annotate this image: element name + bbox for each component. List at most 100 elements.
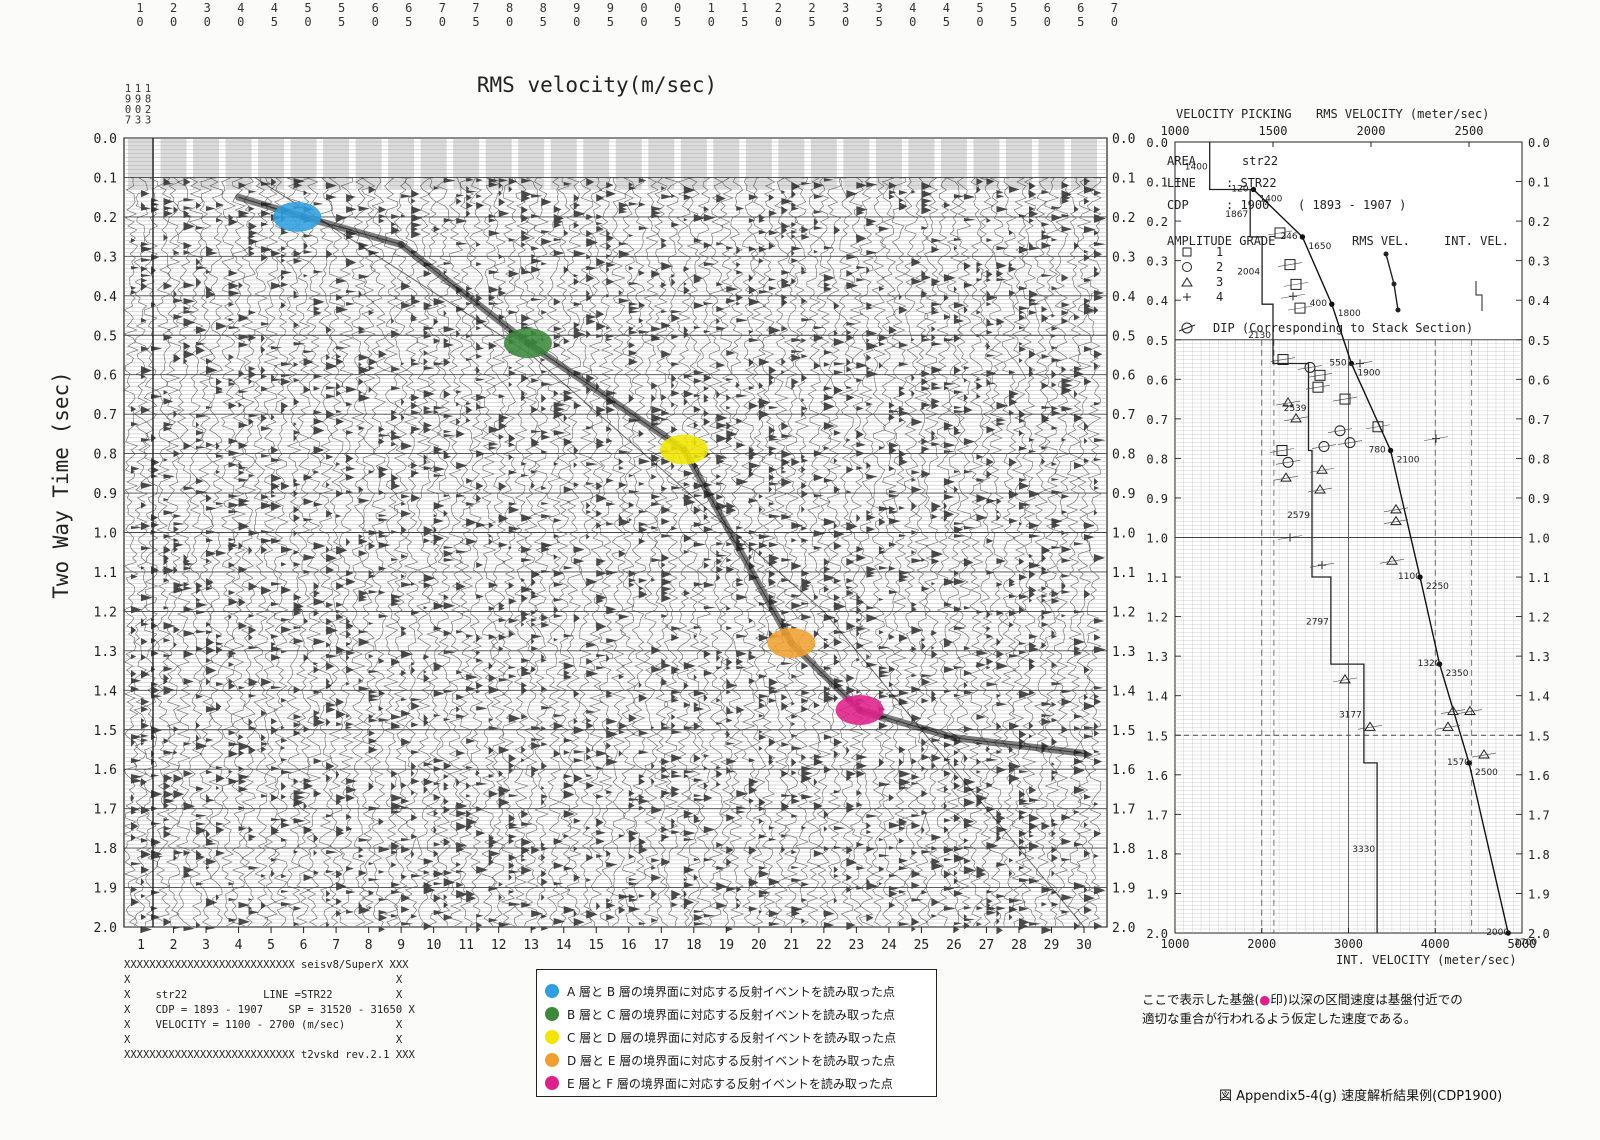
left-time-tick-label: 0.7	[94, 408, 117, 423]
left-time-tick-label: 1.6	[94, 763, 117, 778]
rms-point-label: 2500	[1475, 768, 1498, 778]
left-right-time-tick-label: 0.0	[1112, 132, 1135, 147]
left-right-time-tick-label: 1.8	[1112, 842, 1135, 857]
pick-dip-line	[1435, 725, 1461, 730]
side-velocity-tick-digit: 0	[125, 104, 131, 116]
trace-wiggle	[881, 177, 897, 927]
picking-time-label-right: 0.9	[1528, 492, 1550, 506]
top-velocity-tick-digit: 5	[1010, 1, 1017, 15]
left-time-tick-label: 1.8	[94, 842, 117, 857]
pick-dip-line	[1273, 475, 1299, 481]
top-velocity-tick-digit: 3	[876, 1, 883, 15]
trace-fill	[573, 194, 586, 927]
rms-point-label: 1800	[1338, 309, 1361, 319]
trace-wiggle	[946, 177, 962, 927]
left-right-time-tick-label: 0.4	[1112, 290, 1136, 305]
trace-wiggle	[556, 177, 572, 927]
trace-number-label: 9	[397, 938, 405, 953]
left-time-tick-label: 1.5	[94, 724, 117, 739]
top-velocity-tick-digit: 5	[808, 15, 815, 29]
trace-fill	[661, 186, 674, 867]
time-ms-label: 1570	[1447, 758, 1470, 768]
top-velocity-tick-digit: 0	[640, 15, 647, 29]
rms-vel-sample-point	[1395, 307, 1401, 313]
trace-number-label: 1	[137, 938, 145, 953]
picking-time-label-right: 0.0	[1528, 136, 1550, 150]
rms-axis-label: RMS VELOCITY (meter/sec)	[1316, 107, 1489, 121]
left-right-time-tick-label: 0.7	[1112, 408, 1135, 423]
trace-header-band	[843, 139, 870, 189]
top-velocity-tick-digit: 7	[1111, 1, 1118, 15]
trace-wiggle	[490, 177, 507, 927]
interval-velocity-label: 2130	[1248, 331, 1271, 341]
interval-velocity-step	[1209, 142, 1378, 933]
trace-fill	[651, 206, 664, 923]
top-velocity-tick-digit: 2	[775, 1, 782, 15]
pick-dip-line	[1440, 709, 1466, 714]
trace-wiggle	[230, 177, 247, 927]
pick-triangle-icon	[1386, 555, 1398, 565]
left-right-time-tick-label: 1.3	[1112, 645, 1135, 660]
side-velocity-tick-digit: 1	[125, 83, 131, 95]
trace-wiggle	[415, 177, 432, 927]
trace-wiggle	[903, 177, 919, 927]
trace-fill	[281, 206, 293, 907]
trace-fill	[531, 194, 544, 931]
plus-icon	[1183, 293, 1191, 301]
top-velocity-tick-digit: 0	[439, 15, 446, 29]
interval-velocity-label: 2579	[1287, 511, 1310, 521]
top-velocity-tick-digit: 5	[1077, 15, 1084, 29]
left-right-time-tick-label: 0.1	[1112, 171, 1135, 186]
picked-event-a-b	[273, 201, 322, 232]
left-panel-title: RMS velocity(m/sec)	[477, 73, 717, 97]
picking-time-label-right: 0.8	[1528, 452, 1550, 466]
grade-number: 1	[1216, 245, 1223, 259]
left-right-time-tick-label: 1.1	[1112, 566, 1135, 581]
interval-velocity-label: 2539	[1284, 404, 1307, 414]
trace-fill	[173, 206, 186, 930]
picked-event-c-d	[660, 434, 709, 465]
trace-number-label: 22	[816, 938, 832, 953]
trace-wiggle	[513, 177, 529, 927]
rms-velocity-point	[1436, 661, 1443, 667]
trace-wiggle	[806, 177, 822, 927]
trace-fill	[888, 182, 901, 909]
trace-fill	[683, 186, 696, 911]
picking-time-label-left: 0.2	[1146, 215, 1168, 229]
legend-item-text: D 層と E 層の境界面に対応する反射イベントを読み取った点	[567, 1053, 896, 1068]
top-velocity-tick-digit: 5	[607, 15, 614, 29]
trace-fill	[238, 182, 251, 926]
top-velocity-tick-digit: 0	[506, 15, 513, 29]
top-velocity-tick-digit: 5	[876, 15, 883, 29]
trace-fill	[931, 238, 944, 919]
trace-fill	[141, 190, 153, 933]
pick-dip-line	[1309, 562, 1335, 568]
side-velocity-tick-digit: 3	[135, 115, 141, 127]
top-velocity-tick-digit: 7	[439, 1, 446, 15]
trace-number-label: 26	[946, 938, 962, 953]
pick-dip-line	[1269, 448, 1295, 453]
picking-time-label-right: 0.1	[1528, 176, 1550, 190]
top-velocity-tick-digit: 5	[943, 15, 950, 29]
picking-time-label-left: 1.6	[1146, 769, 1168, 783]
trace-wiggle	[1043, 177, 1060, 927]
interval-velocity-label: 2797	[1306, 618, 1329, 628]
top-velocity-tick-digit: 4	[943, 1, 950, 15]
trace-fill	[293, 178, 306, 927]
trace-fill	[443, 178, 456, 921]
trace-fill	[953, 194, 966, 933]
trace-number-label: 7	[332, 938, 340, 953]
info-box-line: XXXXXXXXXXXXXXXXXXXXXXXXXXX seisv8/Super…	[124, 959, 409, 971]
top-velocity-tick-digit: 0	[136, 15, 143, 29]
trace-fill	[391, 214, 403, 918]
trace-number-label: 13	[523, 938, 539, 953]
trace-header-band	[615, 139, 642, 189]
top-velocity-tick-digit: 0	[204, 15, 211, 29]
top-velocity-tick-digit: 1	[741, 1, 748, 15]
side-velocity-tick-digit: 1	[145, 83, 151, 95]
pick-circle-icon	[1334, 425, 1346, 437]
side-velocity-tick-digit: 9	[135, 94, 141, 106]
left-time-tick-label: 0.9	[94, 487, 117, 502]
trace-wiggle	[598, 177, 614, 927]
